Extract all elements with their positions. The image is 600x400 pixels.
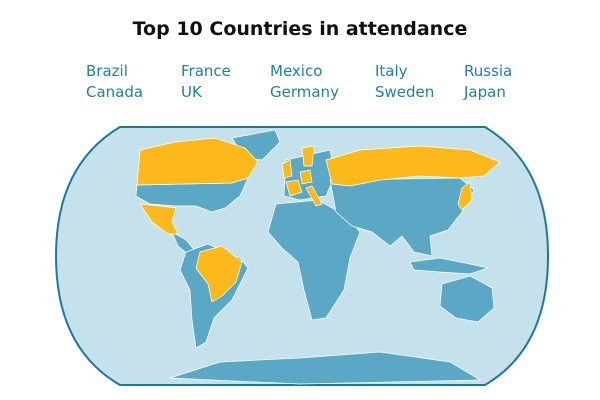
- uk: [281, 159, 293, 179]
- map-title: Top 10 Countries in attendance: [132, 18, 468, 40]
- country-name: Italy: [375, 62, 408, 80]
- country-name: Russia: [464, 62, 513, 80]
- russia: [325, 145, 501, 187]
- asia: [329, 177, 475, 257]
- country-name: Canada: [86, 83, 144, 101]
- germany: [299, 169, 313, 185]
- country-name: France: [181, 62, 231, 80]
- antarctica: [169, 351, 482, 385]
- italy: [305, 185, 323, 207]
- indonesia: [409, 257, 490, 275]
- brazil: [195, 245, 243, 303]
- country-name: Japan: [464, 83, 506, 101]
- highlighted-countries: [136, 137, 501, 303]
- country-name: UK: [181, 83, 202, 101]
- country-name: Brazil: [86, 62, 128, 80]
- land: [135, 129, 495, 385]
- canada: [136, 137, 259, 186]
- country-name: Germany: [270, 83, 339, 101]
- country-list: Brazil Canada France UK Mexico Germany Italy Sw…: [0, 62, 600, 106]
- mexico: [139, 203, 179, 235]
- australia: [439, 275, 495, 323]
- japan: [457, 181, 473, 211]
- france: [285, 179, 303, 197]
- country-name: Sweden: [375, 83, 435, 101]
- sweden: [301, 145, 315, 167]
- country-name: Mexico: [270, 62, 323, 80]
